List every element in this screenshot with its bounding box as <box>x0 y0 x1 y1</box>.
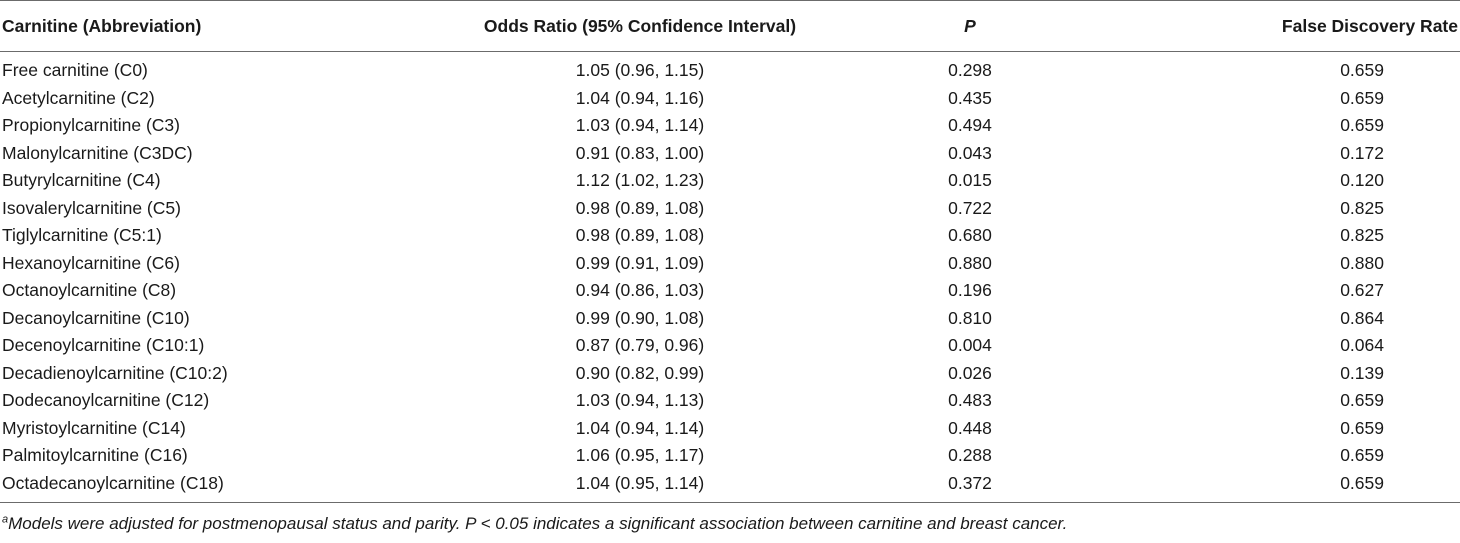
cell-p-value: 0.483 <box>948 390 992 411</box>
cell-odds-ratio: 1.04 (0.95, 1.14) <box>575 472 705 493</box>
cell-p-value: 0.196 <box>948 280 992 301</box>
table-body: Free carnitine (C0) 1.05 (0.96, 1.15) 0.29… <box>0 52 1460 503</box>
table-row: Tiglylcarnitine (C5:1) 0.98 (0.89, 1.08) 0… <box>0 222 1460 250</box>
cell-odds-ratio: 0.99 (0.90, 1.08) <box>575 307 705 328</box>
cell-carnitine: Decanoylcarnitine (C10) <box>2 307 190 328</box>
cell-carnitine: Isovalerylcarnitine (C5) <box>2 197 181 218</box>
cell-p-value: 0.680 <box>948 225 992 246</box>
cell-carnitine: Free carnitine (C0) <box>2 60 148 81</box>
cell-odds-ratio: 1.05 (0.96, 1.15) <box>575 60 705 81</box>
cell-fdr: 0.120 <box>1340 170 1384 191</box>
table-row: Dodecanoylcarnitine (C12) 1.03 (0.94, 1.1… <box>0 387 1460 415</box>
cell-carnitine: Decenoylcarnitine (C10:1) <box>2 335 205 356</box>
cell-p-value: 0.880 <box>948 252 992 273</box>
cell-odds-ratio: 0.90 (0.82, 0.99) <box>575 362 705 383</box>
table-row: Decadienoylcarnitine (C10:2) 0.90 (0.82, … <box>0 360 1460 388</box>
cell-p-value: 0.448 <box>948 417 992 438</box>
cell-carnitine: Myristoylcarnitine (C14) <box>2 417 186 438</box>
cell-odds-ratio: 0.99 (0.91, 1.09) <box>575 252 705 273</box>
cell-carnitine: Palmitoylcarnitine (C16) <box>2 445 188 466</box>
header-row: Carnitine (Abbreviation) Odds Ratio (95%… <box>0 0 1460 52</box>
cell-fdr: 0.659 <box>1340 417 1384 438</box>
cell-carnitine: Acetylcarnitine (C2) <box>2 87 155 108</box>
cell-fdr: 0.880 <box>1340 252 1384 273</box>
table-row: Myristoylcarnitine (C14) 1.04 (0.94, 1.14… <box>0 415 1460 443</box>
cell-odds-ratio: 1.04 (0.94, 1.14) <box>575 417 705 438</box>
cell-odds-ratio: 1.12 (1.02, 1.23) <box>575 170 705 191</box>
cell-fdr: 0.627 <box>1340 280 1384 301</box>
table-row: Isovalerylcarnitine (C5) 0.98 (0.89, 1.08… <box>0 195 1460 223</box>
header-fdr: False Discovery Rate <box>1281 15 1458 36</box>
cell-fdr: 0.659 <box>1340 115 1384 136</box>
cell-fdr: 0.659 <box>1340 445 1384 466</box>
header-p-value: P <box>964 15 976 36</box>
cell-odds-ratio: 1.06 (0.95, 1.17) <box>575 445 705 466</box>
cell-odds-ratio: 1.03 (0.94, 1.13) <box>575 390 705 411</box>
cell-fdr: 0.659 <box>1340 472 1384 493</box>
cell-odds-ratio: 0.94 (0.86, 1.03) <box>575 280 705 301</box>
table-row: Decanoylcarnitine (C10) 0.99 (0.90, 1.08)… <box>0 305 1460 333</box>
cell-carnitine: Propionylcarnitine (C3) <box>2 115 180 136</box>
cell-fdr: 0.139 <box>1340 362 1384 383</box>
table-row: Octadecanoylcarnitine (C18) 1.04 (0.95, 1… <box>0 470 1460 503</box>
cell-p-value: 0.026 <box>948 362 992 383</box>
cell-fdr: 0.659 <box>1340 60 1384 81</box>
table-row: Free carnitine (C0) 1.05 (0.96, 1.15) 0.29… <box>0 52 1460 85</box>
cell-fdr: 0.659 <box>1340 87 1384 108</box>
table-row: Octanoylcarnitine (C8) 0.94 (0.86, 1.03) 0… <box>0 277 1460 305</box>
table-row: Hexanoylcarnitine (C6) 0.99 (0.91, 1.09) 0… <box>0 250 1460 278</box>
table-header: Carnitine (Abbreviation) Odds Ratio (95%… <box>0 0 1460 52</box>
cell-p-value: 0.722 <box>948 197 992 218</box>
carnitine-odds-table: Carnitine (Abbreviation) Odds Ratio (95%… <box>0 0 1460 503</box>
cell-odds-ratio: 1.04 (0.94, 1.16) <box>575 87 705 108</box>
cell-fdr: 0.172 <box>1340 142 1384 163</box>
cell-fdr: 0.825 <box>1340 197 1384 218</box>
table-row: Propionylcarnitine (C3) 1.03 (0.94, 1.14)… <box>0 112 1460 140</box>
cell-p-value: 0.043 <box>948 142 992 163</box>
cell-fdr: 0.064 <box>1340 335 1384 356</box>
table-row: Palmitoylcarnitine (C16) 1.06 (0.95, 1.17… <box>0 442 1460 470</box>
cell-odds-ratio: 0.91 (0.83, 1.00) <box>575 142 705 163</box>
table-row: Malonylcarnitine (C3DC) 0.91 (0.83, 1.00)… <box>0 140 1460 168</box>
cell-p-value: 0.435 <box>948 87 992 108</box>
cell-p-value: 0.298 <box>948 60 992 81</box>
table-footnote: aModels were adjusted for postmenopausal… <box>0 503 1460 534</box>
table-row: Decenoylcarnitine (C10:1) 0.87 (0.79, 0.9… <box>0 332 1460 360</box>
cell-p-value: 0.015 <box>948 170 992 191</box>
header-carnitine: Carnitine (Abbreviation) <box>2 15 202 36</box>
table-row: Butyrylcarnitine (C4) 1.12 (1.02, 1.23) 0.… <box>0 167 1460 195</box>
cell-fdr: 0.825 <box>1340 225 1384 246</box>
footnote-marker: a <box>2 513 9 526</box>
cell-odds-ratio: 0.98 (0.89, 1.08) <box>575 225 705 246</box>
footnote-text: Models were adjusted for postmenopausal … <box>8 514 1068 533</box>
cell-carnitine: Octanoylcarnitine (C8) <box>2 280 177 301</box>
cell-odds-ratio: 0.98 (0.89, 1.08) <box>575 197 705 218</box>
cell-odds-ratio: 1.03 (0.94, 1.14) <box>575 115 705 136</box>
cell-carnitine: Tiglylcarnitine (C5:1) <box>2 225 162 246</box>
cell-carnitine: Dodecanoylcarnitine (C12) <box>2 390 210 411</box>
cell-carnitine: Malonylcarnitine (C3DC) <box>2 142 193 163</box>
cell-p-value: 0.810 <box>948 307 992 328</box>
cell-carnitine: Octadecanoylcarnitine (C18) <box>2 472 224 493</box>
cell-fdr: 0.659 <box>1340 390 1384 411</box>
header-odds-ratio: Odds Ratio (95% Confidence Interval) <box>483 15 797 36</box>
cell-p-value: 0.494 <box>948 115 992 136</box>
cell-carnitine: Hexanoylcarnitine (C6) <box>2 252 180 273</box>
cell-p-value: 0.288 <box>948 445 992 466</box>
table-row: Acetylcarnitine (C2) 1.04 (0.94, 1.16) 0.4… <box>0 85 1460 113</box>
cell-p-value: 0.372 <box>948 472 992 493</box>
cell-odds-ratio: 0.87 (0.79, 0.96) <box>575 335 705 356</box>
cell-p-value: 0.004 <box>948 335 992 356</box>
cell-carnitine: Decadienoylcarnitine (C10:2) <box>2 362 228 383</box>
cell-carnitine: Butyrylcarnitine (C4) <box>2 170 161 191</box>
cell-fdr: 0.864 <box>1340 307 1384 328</box>
